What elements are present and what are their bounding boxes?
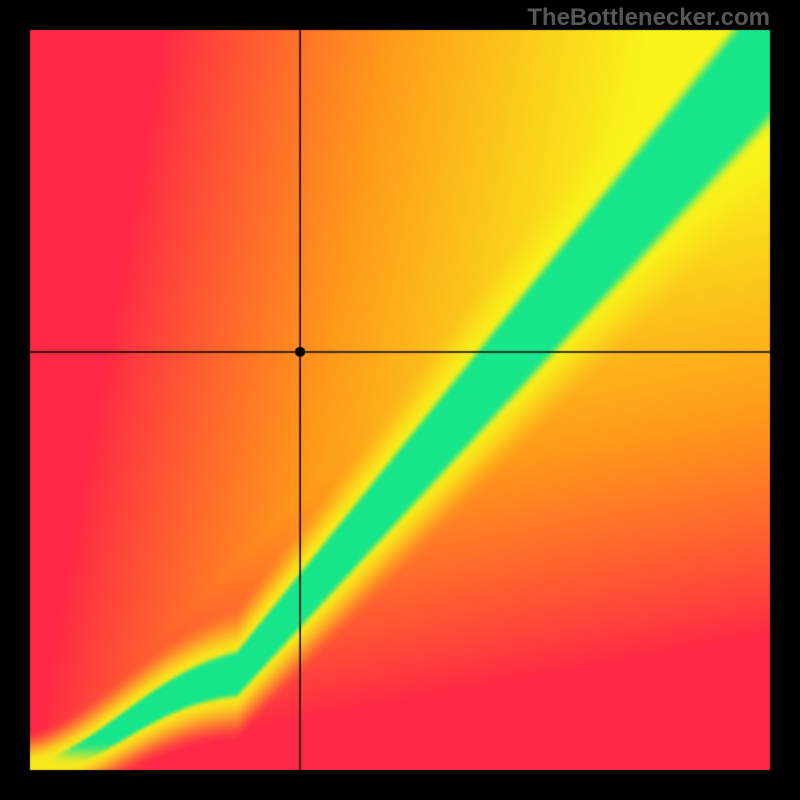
chart-container: TheBottlenecker.com: [0, 0, 800, 800]
watermark-text: TheBottlenecker.com: [527, 4, 770, 32]
bottleneck-heatmap: [0, 0, 800, 800]
